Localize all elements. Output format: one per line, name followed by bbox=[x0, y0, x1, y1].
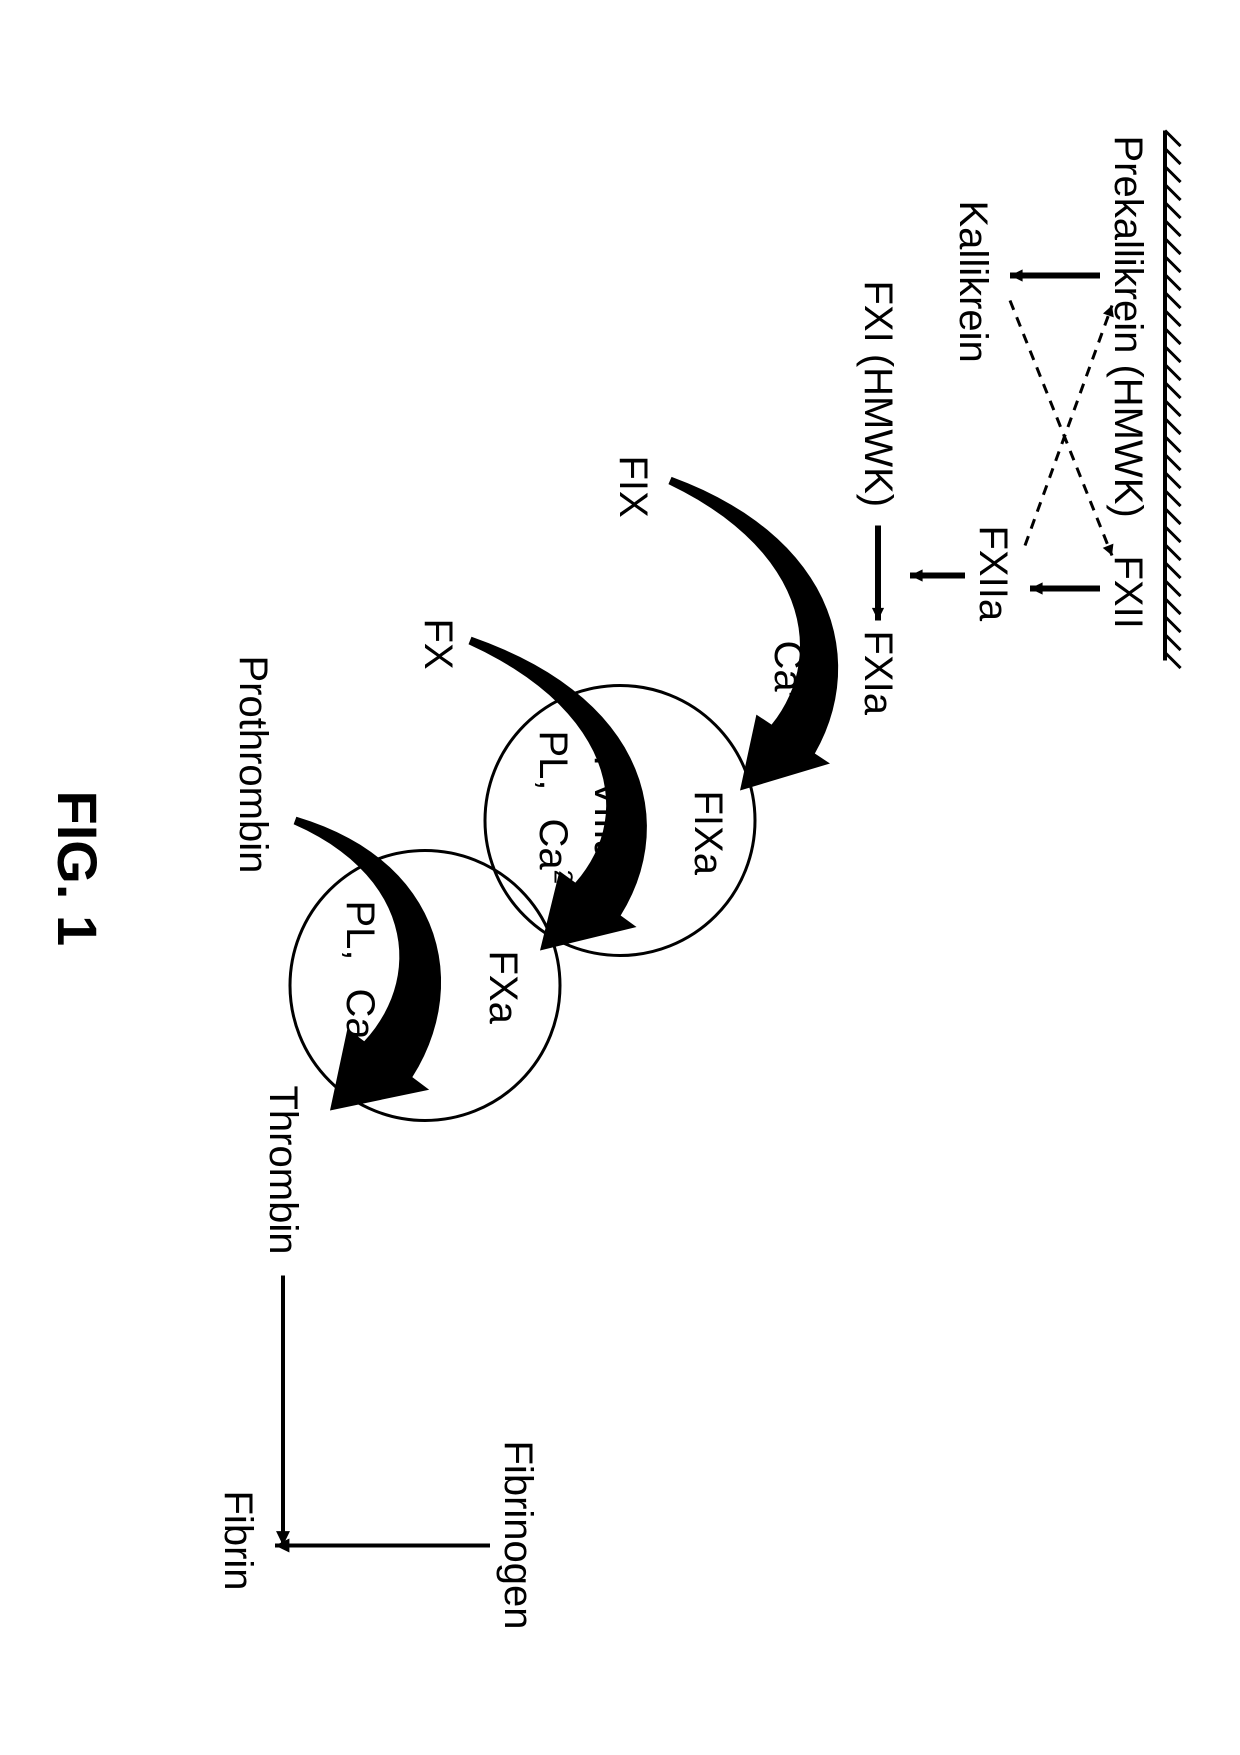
rotated-canvas: Prekallikrein (HMWK) FXII Kallikrein FXIIa F… bbox=[0, 0, 1240, 1755]
surface-hatch bbox=[1165, 130, 1181, 668]
label-fva: FVa bbox=[391, 935, 435, 1005]
label-fix: FIX bbox=[611, 455, 655, 517]
label-prothrombin: Prothrombin bbox=[231, 655, 275, 873]
label-fxii: FXII bbox=[1106, 555, 1150, 628]
label-prekallikrein: Prekallikrein (HMWK) bbox=[1106, 135, 1150, 517]
label-fxia: FXIa bbox=[856, 630, 900, 714]
label-fxiia: FXIIa bbox=[971, 525, 1015, 621]
label-pl_ca_2b: Ca2+ bbox=[338, 988, 382, 1069]
dashed-arrows bbox=[1010, 300, 1114, 555]
diagram-svg bbox=[0, 0, 1240, 1755]
label-pl_ca_1b: Ca2+ bbox=[531, 818, 575, 899]
label-ca_1: Ca2+ bbox=[766, 640, 810, 721]
label-pl_ca_2a: PL, bbox=[338, 900, 382, 960]
label-fxa: FXa bbox=[481, 950, 525, 1023]
figure-caption: FIG. 1 bbox=[45, 790, 110, 946]
thick-arrow-fix_to_fixa bbox=[668, 476, 838, 790]
label-pl_ca_1a: PL, bbox=[531, 730, 575, 790]
label-kallikrein: Kallikrein bbox=[951, 200, 995, 362]
label-thrombin: Thrombin bbox=[261, 1085, 305, 1254]
label-fixa: FIXa bbox=[686, 790, 730, 874]
label-fibrinogen: Fibrinogen bbox=[496, 1440, 540, 1629]
label-fxi_hmwk: FXI (HMWK) bbox=[856, 280, 900, 507]
label-fviiia: FVIIIa bbox=[586, 755, 630, 862]
label-fibrin: Fibrin bbox=[216, 1490, 260, 1590]
label-fx: FX bbox=[416, 618, 460, 669]
